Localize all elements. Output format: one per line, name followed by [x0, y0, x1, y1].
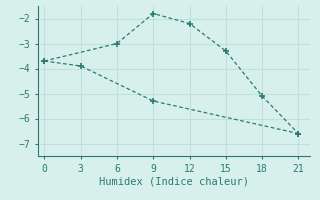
X-axis label: Humidex (Indice chaleur): Humidex (Indice chaleur) [100, 176, 249, 186]
